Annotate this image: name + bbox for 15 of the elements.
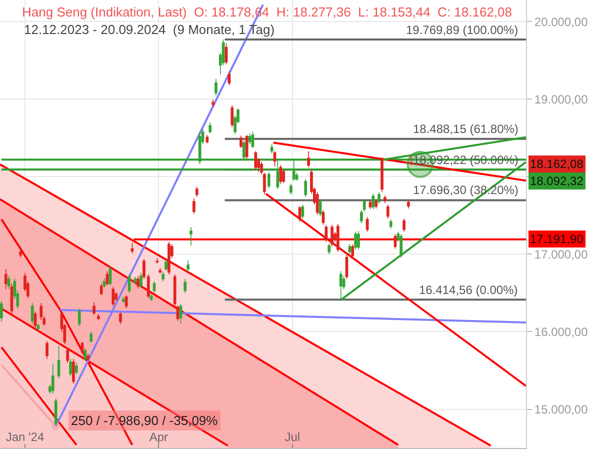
y-tick-label: 16.000,00 — [534, 324, 588, 339]
x-tick-label: Apr — [149, 430, 168, 444]
text: 18.162,08 — [530, 157, 584, 171]
annotation: 18.488,15 (61.80%) — [413, 122, 518, 136]
annotation: 19.769,89 (100.00%) — [406, 23, 518, 37]
data-label: 17.191,90 — [530, 232, 584, 246]
x-tick-label: Jul — [284, 430, 300, 444]
data-label: 18.092,32 — [530, 174, 584, 188]
y-tick-label: 17.000,00 — [534, 247, 588, 262]
x-tick-label: Jan '24 — [6, 430, 44, 444]
annotation: 250 / -7.986,90 / -35,09% — [71, 413, 218, 428]
y-tick-label: 15.000,00 — [534, 402, 588, 416]
annotation: 16.414,56 (0.00%) — [419, 283, 518, 297]
y-tick-label: 20.000,00 — [534, 14, 588, 29]
y-tick-label: 19.000,00 — [534, 92, 588, 106]
